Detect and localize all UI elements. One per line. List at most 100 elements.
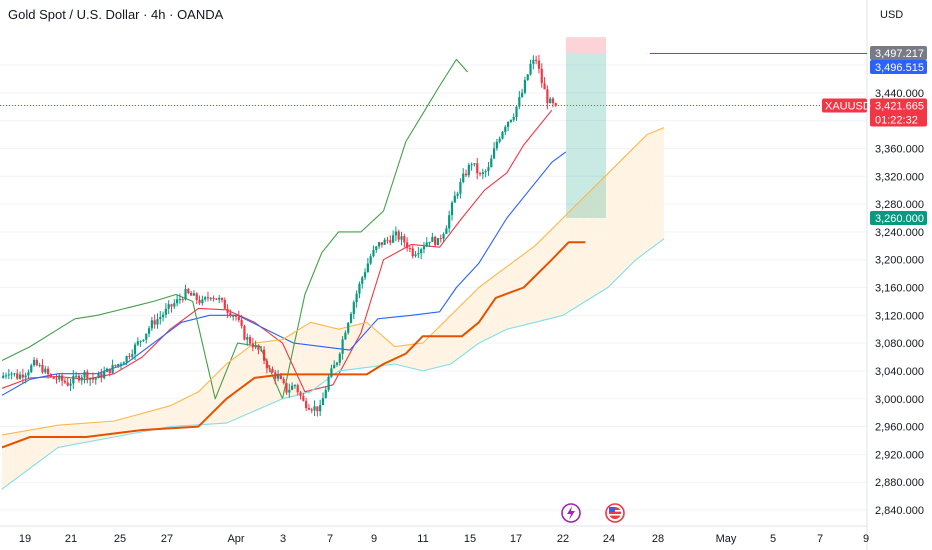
candle-body <box>164 308 167 315</box>
cloud-segment <box>361 322 364 369</box>
cloud-segment <box>501 268 505 332</box>
us-flag-event-icon[interactable] <box>605 503 625 523</box>
cloud-segment <box>459 304 463 358</box>
candle-body <box>139 340 142 342</box>
cloud-segment <box>324 325 328 382</box>
long-position-tool[interactable] <box>566 37 606 218</box>
cloud-segment <box>352 325 356 370</box>
cloud-segment <box>220 366 224 424</box>
cloud-segment <box>268 341 272 405</box>
cloud-segment <box>63 424 67 447</box>
cloud-segment <box>433 329 437 369</box>
cloud-segment <box>442 320 446 367</box>
cloud-segment <box>476 287 479 346</box>
candle-body <box>10 373 13 375</box>
candle-body <box>313 406 316 411</box>
cloud-segment <box>318 324 322 386</box>
candle-body <box>321 398 325 406</box>
cloud-segment <box>321 325 325 384</box>
cloud-segment <box>498 270 502 334</box>
candle-body <box>327 376 330 390</box>
candle-body <box>111 364 114 374</box>
candle-body <box>549 98 552 104</box>
candle-body <box>279 375 282 380</box>
cloud-segment <box>181 398 185 426</box>
candle-body <box>288 389 291 393</box>
cloud-segment <box>425 337 429 371</box>
cloud-segment <box>638 140 642 258</box>
candle-body <box>276 375 280 379</box>
currency-label: USD <box>880 9 903 21</box>
candle-body <box>540 68 543 84</box>
cloud-segment <box>111 421 115 438</box>
time-axis[interactable]: 19 21 25 27 Apr 3 7 9 11 15 17 22 24 28 May 5 7 9 <box>19 533 869 545</box>
price-tag <box>870 46 927 61</box>
cloud-segment <box>2 434 5 490</box>
candle-body <box>481 172 484 175</box>
candle-body <box>260 349 263 351</box>
candle-body <box>220 298 224 300</box>
cloud-segment <box>543 234 547 321</box>
cloud-segment <box>133 414 137 434</box>
candle-body <box>285 382 288 393</box>
cloud-segment <box>161 407 165 429</box>
cloud-segment <box>366 322 370 368</box>
cloud-segment <box>187 395 190 426</box>
cloud-segment <box>422 340 426 371</box>
candle-body <box>243 325 246 340</box>
candle-body <box>442 233 445 239</box>
candle-body <box>66 382 69 386</box>
candle-body <box>257 345 260 350</box>
candle-body <box>105 368 109 372</box>
event-icons[interactable] <box>561 503 625 523</box>
cloud-segment <box>394 346 398 365</box>
candle-body <box>445 228 448 234</box>
cloud-segment <box>316 323 319 388</box>
cloud-segment <box>72 423 75 445</box>
candle-body <box>27 372 30 376</box>
cloud-segment <box>613 165 617 282</box>
cloud-segment <box>548 229 552 319</box>
candle-body <box>462 173 465 182</box>
candle-body <box>448 215 451 229</box>
candle-body <box>450 202 454 216</box>
cloud-segment <box>627 151 631 269</box>
candle-body <box>181 299 184 301</box>
cloud-segment <box>139 413 143 433</box>
cloud-segment <box>97 422 101 441</box>
cloud-segment <box>647 133 650 252</box>
candle-body <box>501 132 504 139</box>
candle-body <box>333 364 336 369</box>
cloud-segment <box>349 325 353 370</box>
cloud-segment <box>467 295 471 352</box>
price-axis[interactable]: USD 2,840.000 2,880.000 2,920.000 2,960.000… <box>822 9 927 517</box>
candle-body <box>204 297 207 300</box>
price-tick-label: 3,280.000 <box>875 199 924 211</box>
candle-body <box>523 80 527 93</box>
cloud-segment <box>122 417 126 436</box>
cloud-segment <box>248 345 252 414</box>
cloud-segment <box>456 306 460 360</box>
candle-body <box>16 373 19 379</box>
price-tick-label: 2,840.000 <box>875 505 924 517</box>
candle-body <box>41 364 44 373</box>
candle-body <box>226 308 229 313</box>
cloud-segment <box>212 375 216 424</box>
time-tick-label: 11 <box>417 533 428 545</box>
cloud-segment <box>652 131 656 248</box>
candle-body <box>434 236 437 246</box>
candle-body <box>518 96 521 107</box>
time-tick-label: 24 <box>603 533 615 545</box>
candle-body <box>338 353 341 363</box>
candle-body <box>386 239 389 241</box>
cloud-segment <box>515 258 519 328</box>
cloud-segment <box>77 423 81 444</box>
candle-body <box>170 304 173 307</box>
cloud-segment <box>10 432 14 483</box>
cloud-segment <box>428 334 432 370</box>
price-tag-label: 3,496.515 <box>875 62 924 74</box>
cloud-segment <box>159 407 162 429</box>
candle-body <box>147 328 151 334</box>
lightning-event-icon[interactable] <box>561 503 581 523</box>
